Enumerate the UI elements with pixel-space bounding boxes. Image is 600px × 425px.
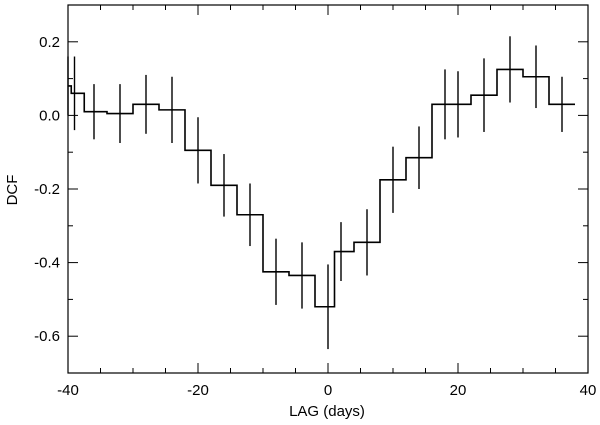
y-tick-label: -0.2 — [34, 181, 60, 198]
x-tick-label: -40 — [57, 382, 79, 399]
x-tick-label: -20 — [187, 382, 209, 399]
x-axis-label: LAG (days) — [289, 403, 365, 420]
dcf-step-line — [68, 68, 575, 308]
x-tick-label: 0 — [324, 382, 332, 399]
y-tick-label: 0.0 — [39, 107, 60, 124]
y-tick-label: 0.2 — [39, 34, 60, 51]
x-axis-ticks: -40 -20 0 20 40 — [57, 5, 596, 399]
dcf-series — [67, 36, 575, 350]
x-tick-label: 40 — [580, 382, 597, 399]
x-tick-label: 20 — [450, 382, 467, 399]
y-tick-label: -0.4 — [34, 255, 60, 272]
y-axis-label: DCF — [4, 175, 21, 206]
y-axis-ticks: -0.6 -0.4 -0.2 0.0 0.2 — [34, 4, 588, 374]
y-tick-label: -0.6 — [34, 328, 60, 345]
